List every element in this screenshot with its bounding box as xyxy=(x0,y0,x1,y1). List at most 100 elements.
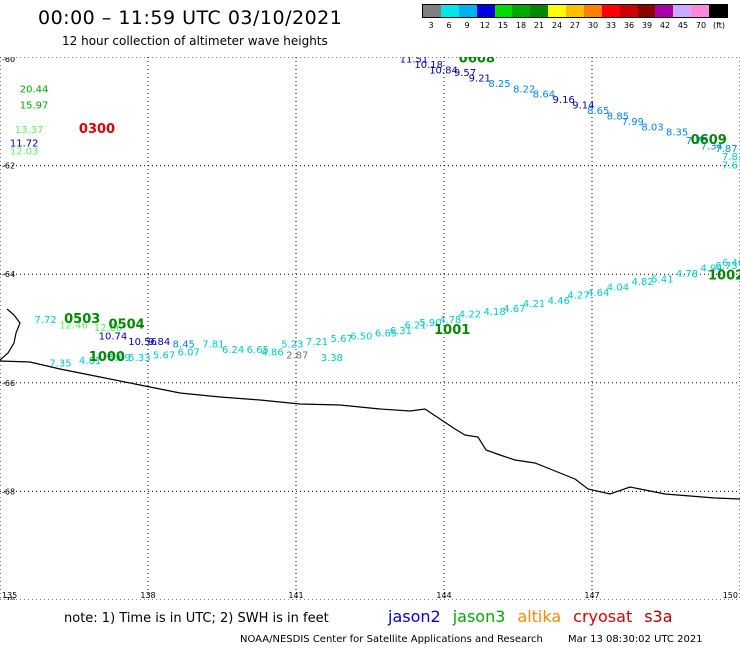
wave-height-reading: 5.67 xyxy=(331,334,353,345)
wave-height-reading: 6.31 xyxy=(390,326,412,337)
legend-swatch xyxy=(673,5,692,17)
legend-tick-label: 42 xyxy=(659,21,671,30)
wave-height-reading: 5.90 xyxy=(419,318,441,329)
wave-height-reading: 7.83 xyxy=(722,152,740,163)
mission-legend: jason2 jason3 altika cryosat s3a xyxy=(388,607,685,626)
legend-tick-label: 12 xyxy=(479,21,491,30)
wave-height-reading: 6.65 xyxy=(247,345,269,356)
lat-tick-label: -70 xyxy=(2,596,15,600)
wave-height-reading: 12.46 xyxy=(59,321,88,332)
wave-height-reading: 9.21 xyxy=(469,73,491,84)
wave-height-reading: 12.03 xyxy=(10,147,39,158)
wave-height-reading: 8.85 xyxy=(607,111,629,122)
pass-time-label: 0300 xyxy=(79,122,115,137)
legend-swatch xyxy=(440,5,459,17)
legend-swatches xyxy=(422,4,728,18)
wave-height-reading: 7.72 xyxy=(35,315,57,326)
legend-tick-label: 3 xyxy=(428,21,434,30)
wave-height-reading: 4.82 xyxy=(631,277,653,288)
wave-height-reading: 4.67 xyxy=(503,304,525,315)
pass-time-label: 1002 xyxy=(708,269,740,284)
wave-height-reading: 7.6 xyxy=(722,160,738,171)
legend-ticks: 3 6 9 12 15 18 21 24 27 30 33 36 39 42 45 70 (ft) xyxy=(422,21,728,30)
wave-height-reading: 20.44 xyxy=(20,84,49,95)
wave-height-reading: 7.81 xyxy=(202,340,224,351)
wave-height-reading: 9.14 xyxy=(572,101,594,112)
credit-text: NOAA/NESDIS Center for Satellite Applica… xyxy=(240,634,543,645)
legend-swatch xyxy=(583,5,602,17)
wave-height-reading: 6.21 xyxy=(405,321,427,332)
wave-height-reading: 4.46 xyxy=(548,296,570,307)
wave-height-reading: 10.84 xyxy=(429,65,458,76)
wave-height-reading: 6.24 xyxy=(222,345,244,356)
legend-tick-label: 33 xyxy=(605,21,617,30)
legend-tick-label: 18 xyxy=(515,21,527,30)
wave-height-reading: 12.86 xyxy=(94,323,123,334)
mission-s3a: s3a xyxy=(644,607,673,626)
wave-height-reading: 8.65 xyxy=(587,106,609,117)
wave-height-reading: 9.84 xyxy=(148,337,170,348)
wave-height-reading: 5.41 xyxy=(651,274,673,285)
lon-tick-label: 135 xyxy=(2,591,17,600)
wave-height-reading: 4.81 xyxy=(79,356,101,367)
legend-swatch xyxy=(476,5,495,17)
legend-tick-label: 24 xyxy=(551,21,563,30)
legend-swatch xyxy=(530,5,549,17)
legend-swatch xyxy=(548,5,566,17)
wave-height-reading: 3.38 xyxy=(321,353,343,364)
lon-tick-label: 144 xyxy=(436,591,451,600)
legend-tick-label: 36 xyxy=(623,21,635,30)
wave-height-reading: 4.18 xyxy=(483,307,505,318)
wave-height-reading: 13.37 xyxy=(15,125,44,136)
mission-cryosat: cryosat xyxy=(573,607,633,626)
legend-swatch xyxy=(423,5,441,17)
footer: NOAA/NESDIS Center for Satellite Applica… xyxy=(240,634,725,645)
wave-height-reading: 4.86 xyxy=(261,348,283,359)
lon-tick-label: 138 xyxy=(140,591,155,600)
axis-tick-labels: 135 138 141 144 147 150 -60 -62 -64 -66 -68 -70 xyxy=(2,57,738,600)
wave-height-reading: 4.64 xyxy=(587,288,609,299)
wave-height-reading: 4.78 xyxy=(676,269,698,280)
wave-height-reading: 4.04 xyxy=(607,282,629,293)
legend-swatch xyxy=(566,5,584,17)
legend-tick-label: 39 xyxy=(641,21,653,30)
wave-height-reading: 8.03 xyxy=(641,122,663,133)
color-legend: 3 6 9 12 15 18 21 24 27 30 33 36 39 42 45 70 (ft) xyxy=(422,4,728,30)
wave-height-reading: 11.51 xyxy=(400,57,429,65)
pass-time-label: 1001 xyxy=(434,323,470,338)
wave-height-reading: 5.67 xyxy=(153,350,175,361)
lon-tick-label: 147 xyxy=(584,591,599,600)
mission-jason2: jason2 xyxy=(388,607,441,626)
wave-height-reading: 5.69 xyxy=(109,353,131,364)
wave-height-reading: 6.73 xyxy=(715,261,737,272)
wave-height-reading: 4.94 xyxy=(701,263,723,274)
mission-altika: altika xyxy=(517,607,562,626)
legend-tick-label: 30 xyxy=(587,21,599,30)
wave-height-reading: 6.07 xyxy=(178,348,200,359)
legend-unit: (ft) xyxy=(712,21,726,30)
wave-height-reading: 11.72 xyxy=(10,139,39,150)
legend-swatch xyxy=(655,5,674,17)
wave-height-reading: 4.22 xyxy=(459,310,481,321)
legend-swatch xyxy=(494,5,513,17)
legend-tick-label: 70 xyxy=(695,21,707,30)
page-title: 00:00 – 11:59 UTC 03/10/2021 xyxy=(38,7,343,29)
legend-tick-label: 9 xyxy=(464,21,470,30)
wave-height-reading: 8.64 xyxy=(533,90,555,101)
lat-tick-label: -68 xyxy=(2,487,15,496)
wave-height-reading: 6.65 xyxy=(375,329,397,340)
lat-tick-label: -64 xyxy=(2,270,15,279)
wave-height-reading: 15.97 xyxy=(20,101,49,112)
wave-height-reading: 4.21 xyxy=(523,299,545,310)
wave-height-reading: 7.21 xyxy=(306,337,328,348)
pass-time-label: 0609 xyxy=(691,133,727,148)
wave-height-reading: 7.34 xyxy=(701,141,723,152)
legend-tick-label: 15 xyxy=(497,21,509,30)
pass-time-label: 0608 xyxy=(459,57,495,66)
units-note: note: 1) Time is in UTC; 2) SWH is in fe… xyxy=(64,611,329,626)
wave-height-reading: 6.50 xyxy=(350,331,372,342)
wave-height-reading: 10.18 xyxy=(414,60,443,71)
wave-height-reading: 6.46 xyxy=(722,258,740,269)
